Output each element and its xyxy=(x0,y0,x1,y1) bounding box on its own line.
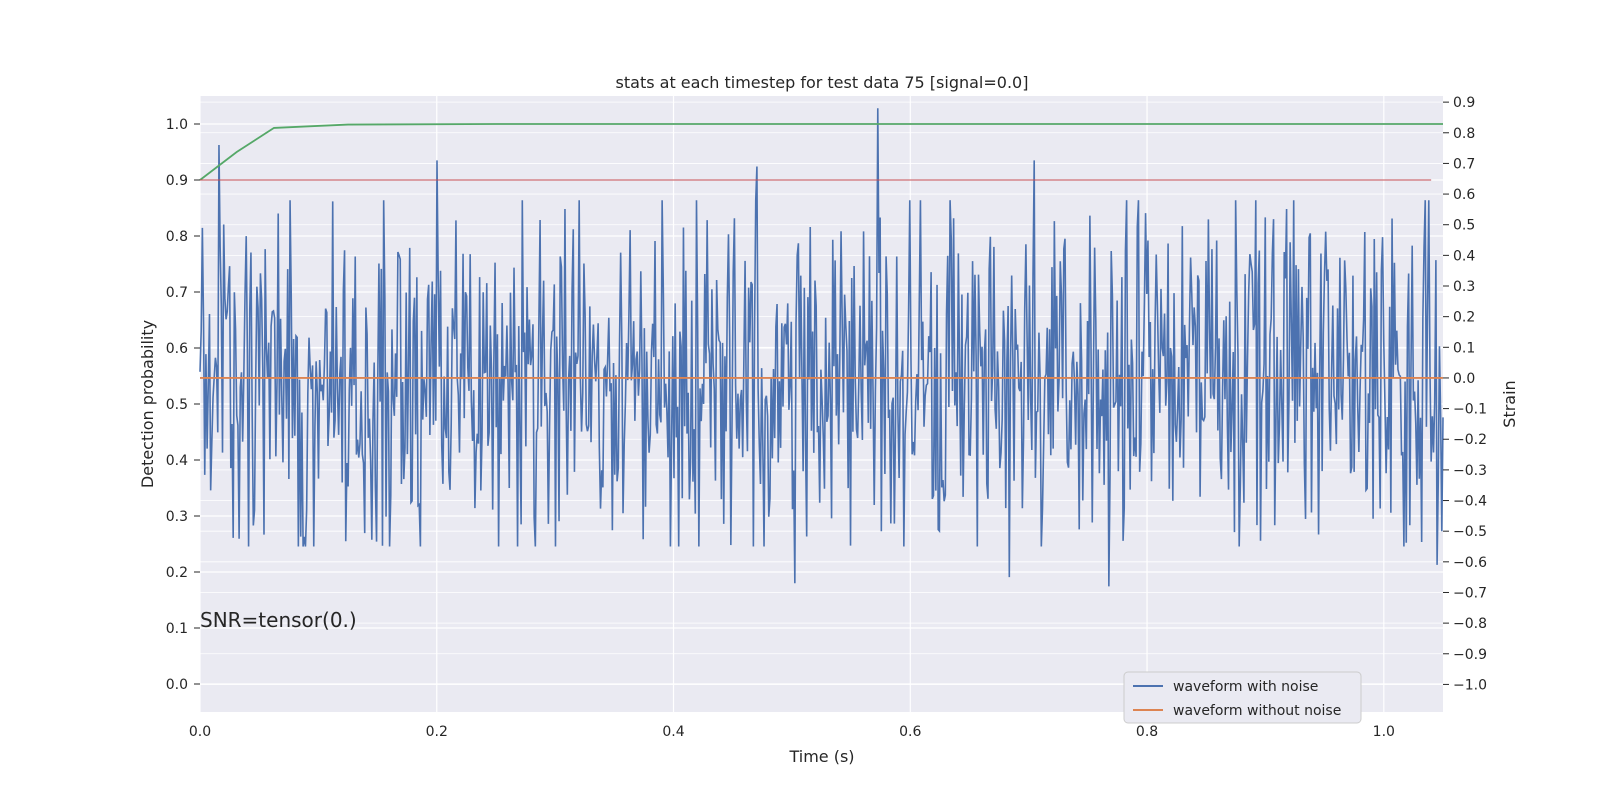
legend: waveform with noise waveform without noi… xyxy=(1123,671,1362,724)
y2-tick-label: 0.9 xyxy=(1453,95,1475,111)
legend-box xyxy=(1123,671,1362,724)
y2-tick-label: −0.5 xyxy=(1453,524,1487,540)
y2-tick-label: 0.1 xyxy=(1453,340,1475,356)
y2-tick-label: −0.7 xyxy=(1453,585,1487,601)
y-tick-label: 1.0 xyxy=(166,117,188,133)
y2-tick-label: 0.6 xyxy=(1453,187,1475,203)
y2-tick-label: 0.5 xyxy=(1453,218,1475,234)
x-tick-label: 0.0 xyxy=(189,724,211,740)
grid xyxy=(199,96,1443,712)
y2-tick-label: −0.2 xyxy=(1453,432,1487,448)
y2-tick-label: 0.8 xyxy=(1453,126,1475,142)
x-axis-title: Time (s) xyxy=(788,747,854,766)
y2-tick-label: −0.3 xyxy=(1453,463,1487,479)
chart-title: stats at each timestep for test data 75 … xyxy=(616,73,1029,92)
y-tick-label: 0.2 xyxy=(166,565,188,581)
y-tick-label: 0.9 xyxy=(166,173,188,189)
y2-tick-label: 0.2 xyxy=(1453,310,1475,326)
y2-tick-label: −0.1 xyxy=(1453,402,1487,418)
x-tick-label: 0.6 xyxy=(899,724,921,740)
y-tick-label: 0.6 xyxy=(166,341,188,357)
y2-tick-label: 0.4 xyxy=(1453,248,1475,264)
series-green-probability xyxy=(199,123,1443,181)
legend-label-clean: waveform without noise xyxy=(1173,703,1341,719)
y-tick-label: 0.3 xyxy=(166,509,188,525)
y2-tick-label: 0.3 xyxy=(1453,279,1475,295)
x-tick-label: 0.2 xyxy=(426,724,448,740)
series-waveform-with-noise xyxy=(199,108,1444,587)
x-tick-label: 1.0 xyxy=(1373,724,1395,740)
y2-axis-title: Strain xyxy=(1500,380,1519,427)
y-tick-label: 0.8 xyxy=(166,229,188,245)
y2-tick-label: −0.8 xyxy=(1453,616,1487,632)
x-tick-label: 0.4 xyxy=(662,724,684,740)
y2-tick-label: −0.6 xyxy=(1453,555,1487,571)
y-tick-label: 0.0 xyxy=(166,677,188,693)
y-tick-label: 0.5 xyxy=(166,397,188,413)
y2-tick-label: 0.0 xyxy=(1453,371,1475,387)
y2-tick-label: −0.9 xyxy=(1453,647,1487,663)
y-axis-left: 0.0 0.1 0.2 0.3 0.4 0.5 0.6 0.7 0.8 0.9 1.0 xyxy=(166,117,200,693)
x-axis: 0.0 0.2 0.4 0.6 0.8 1.0 xyxy=(189,724,1395,740)
series-layer xyxy=(199,108,1444,587)
y-axis-right: 0.9 0.8 0.7 0.6 0.5 0.4 0.3 0.2 0.1 0.0 −0.1 −0.2 −0… xyxy=(1443,95,1487,693)
y-tick-label: 0.4 xyxy=(166,453,188,469)
y2-tick-label: −0.4 xyxy=(1453,494,1487,510)
y-axis-title: Detection probability xyxy=(138,320,157,488)
y2-tick-label: −1.0 xyxy=(1453,677,1487,693)
y-tick-label: 0.7 xyxy=(166,285,188,301)
snr-annotation: SNR=tensor(0.) xyxy=(200,608,357,632)
legend-label-noise: waveform with noise xyxy=(1173,679,1318,695)
y-tick-label: 0.1 xyxy=(166,621,188,637)
x-tick-label: 0.8 xyxy=(1136,724,1158,740)
y2-tick-label: 0.7 xyxy=(1453,156,1475,172)
